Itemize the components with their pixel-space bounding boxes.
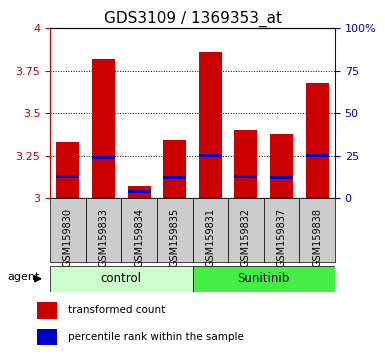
- Bar: [85, 198, 121, 262]
- Bar: [270, 134, 293, 198]
- Bar: [306, 83, 329, 198]
- Text: transformed count: transformed count: [68, 306, 165, 315]
- Bar: [127, 186, 151, 198]
- Text: GSM159833: GSM159833: [99, 208, 109, 267]
- Bar: [37, 329, 57, 345]
- Text: percentile rank within the sample: percentile rank within the sample: [68, 332, 244, 342]
- Bar: [92, 156, 115, 159]
- Bar: [37, 302, 57, 319]
- Bar: [92, 59, 115, 198]
- Bar: [127, 190, 151, 193]
- Title: GDS3109 / 1369353_at: GDS3109 / 1369353_at: [104, 11, 281, 27]
- Text: GSM159838: GSM159838: [312, 208, 322, 267]
- Text: agent: agent: [8, 273, 40, 282]
- Bar: [306, 154, 329, 157]
- Bar: [234, 130, 258, 198]
- Bar: [199, 52, 222, 198]
- Text: GSM159831: GSM159831: [205, 208, 215, 267]
- Bar: [234, 175, 258, 178]
- Bar: [50, 266, 192, 292]
- Text: GSM159835: GSM159835: [170, 208, 180, 267]
- Bar: [50, 198, 85, 262]
- Text: GSM159837: GSM159837: [276, 208, 286, 267]
- Bar: [192, 198, 228, 262]
- Bar: [270, 176, 293, 179]
- Bar: [56, 142, 79, 198]
- Bar: [163, 176, 186, 179]
- Bar: [56, 175, 79, 178]
- Bar: [264, 198, 300, 262]
- Bar: [300, 198, 335, 262]
- Bar: [121, 198, 157, 262]
- Text: control: control: [101, 272, 142, 285]
- Bar: [157, 198, 192, 262]
- Bar: [199, 154, 222, 157]
- Text: GSM159830: GSM159830: [63, 208, 73, 267]
- Bar: [163, 141, 186, 198]
- Bar: [192, 266, 335, 292]
- Bar: [228, 198, 264, 262]
- Text: Sunitinib: Sunitinib: [238, 272, 290, 285]
- Text: GSM159832: GSM159832: [241, 208, 251, 267]
- Text: GSM159834: GSM159834: [134, 208, 144, 267]
